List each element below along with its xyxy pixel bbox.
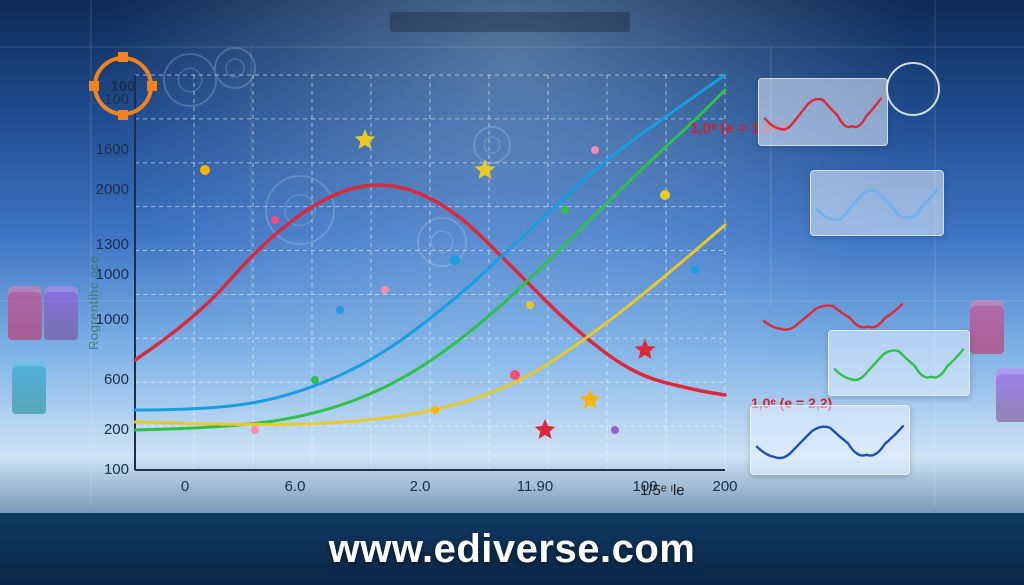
x-axis-annotation: 1/5ᵉ ᶦle [640,482,685,499]
y-tick: 1000 [79,311,129,328]
x-tick: 200 [695,478,755,495]
x-tick: 2.0 [390,478,450,495]
footer-url: www.ediverse.com [329,527,696,572]
x-tick: 11.90 [505,478,565,495]
y-tick: 200 [79,421,129,438]
footer-bar: www.ediverse.com [0,513,1024,585]
x-tick: 6.0 [265,478,325,495]
side-panel [810,170,944,236]
y-tick: 1300 [79,236,129,253]
side-panel: 1,0ᵉ (e = 2,2) [828,330,970,396]
side-panel [758,78,888,146]
svg-text:100: 100 [110,78,135,95]
y-tick: 1000 [79,266,129,283]
x-tick: 0 [155,478,215,495]
y-tick: 100 [79,461,129,478]
reticle-icon: 100 [85,48,161,124]
y-tick: 2000 [79,181,129,198]
y-tick: 600 [79,371,129,388]
scene-root: Rogrentihc oce 1002006001000100013002000… [0,0,1024,585]
side-panel [750,405,910,475]
y-tick: 1600 [79,141,129,158]
